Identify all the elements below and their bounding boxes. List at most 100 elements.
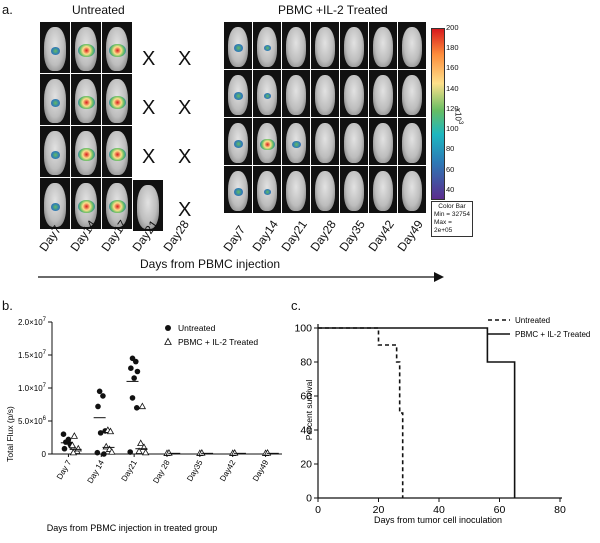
mouse-image (40, 178, 70, 229)
mouse-image (224, 118, 252, 165)
legend-treated-label: PBMC + IL-2 Treated (515, 330, 590, 339)
mouse-image (369, 22, 397, 69)
mouse-image (311, 118, 339, 165)
mouse-image (398, 166, 426, 213)
untreated-survival-line (318, 327, 404, 498)
y-tick-label: 2.0×107 (18, 317, 47, 327)
mouse-image (311, 166, 339, 213)
mouse-image (253, 166, 281, 213)
untreated-point (97, 430, 104, 436)
untreated-point (95, 403, 101, 410)
mouse-image (40, 126, 70, 177)
treated-point (165, 448, 173, 456)
y-tick-label: 80 (300, 357, 312, 369)
day-label: Day49 (394, 217, 426, 254)
mouse-image (71, 126, 101, 177)
x-tick-label: Day42 (218, 458, 238, 483)
mouse-image (224, 22, 252, 69)
x-mark: X (142, 97, 156, 119)
mouse-image (398, 118, 426, 165)
treated-point (69, 448, 78, 456)
y-tick-label: 0 (306, 493, 312, 505)
legend-untreated-label: Untreated (515, 316, 550, 325)
legend-untreated-marker (165, 325, 171, 331)
y-tick-label: 40 (300, 425, 312, 437)
x-mark: X (178, 146, 192, 168)
untreated-point (100, 393, 106, 399)
colorbar-tick-label: 200 (446, 23, 459, 32)
day-label: Day28 (160, 217, 192, 254)
panel-a-label: a. (2, 2, 13, 17)
mouse-image (311, 22, 339, 69)
y-axis-label: Percent survival (304, 380, 314, 441)
x-mark: X (178, 97, 192, 119)
x-tick-label: 60 (494, 504, 506, 516)
day-label: Day7 (220, 223, 249, 254)
colorbar-tick-label: 100 (446, 124, 459, 134)
mouse-image (398, 22, 426, 69)
mouse-image (71, 178, 101, 229)
x-tick-label: 20 (373, 504, 385, 516)
x-axis-label: Days from tumor cell inoculation (374, 515, 502, 525)
untreated-point (128, 365, 134, 371)
mouse-image (253, 118, 281, 165)
mouse-image (224, 70, 252, 117)
untreated-point (61, 445, 68, 452)
untreated-point (134, 368, 141, 375)
color-bar (431, 28, 445, 200)
x-tick-label: 80 (554, 504, 566, 516)
mouse-image (71, 22, 101, 73)
mouse-image (224, 166, 252, 213)
day-label: Day42 (365, 217, 397, 254)
untreated-point (133, 405, 140, 411)
y-tick-label: 60 (300, 391, 312, 403)
treated-point (137, 439, 145, 447)
panel-c-label: c. (291, 298, 302, 313)
mouse-image (253, 22, 281, 69)
colorbar-tick-label: 40 (446, 184, 455, 194)
mouse-image (40, 22, 70, 73)
mouse-image (282, 118, 310, 165)
treated-point (263, 448, 272, 456)
mouse-image (102, 126, 132, 177)
mouse-image (398, 70, 426, 117)
mouse-image (253, 70, 281, 117)
mouse-image (369, 166, 397, 213)
x-mark: X (178, 199, 192, 221)
y-tick-label: 5.0×106 (18, 416, 47, 426)
treated-point (231, 448, 239, 456)
colorbar-legend-title: Color Bar (438, 203, 466, 210)
untreated-point (65, 436, 72, 443)
mouse-image (102, 22, 132, 73)
mouse-image (282, 22, 310, 69)
colorbar-tick-label: 140 (446, 83, 459, 93)
mouse-image (311, 70, 339, 117)
mouse-image (102, 178, 132, 229)
untreated-point (94, 449, 101, 456)
day-label: Day21 (278, 217, 310, 254)
mouse-image (369, 70, 397, 117)
y-tick-label: 1.0×107 (18, 383, 47, 393)
treated-mouse-image-grid (224, 22, 427, 214)
colorbar-tick-label: 60 (446, 164, 455, 174)
untreated-point (129, 395, 136, 401)
y-tick-label: 1.5×107 (18, 350, 47, 360)
x-mark: X (178, 48, 192, 70)
colorbar-tick-label: 180 (446, 43, 459, 53)
treated-point (138, 402, 147, 410)
y-tick-label: 0 (42, 450, 47, 459)
untreated-point (101, 451, 107, 457)
day-label: Day14 (249, 217, 281, 254)
x-mark: X (142, 146, 156, 168)
mouse-image (133, 180, 163, 231)
flux-scatter-chart: Total Flux (p/s) Days from PBMC injectio… (5, 317, 282, 533)
x-mark: X (142, 48, 156, 70)
untreated-point (132, 358, 139, 365)
treated-point (108, 447, 116, 455)
x-tick-label: Day 14 (86, 458, 107, 485)
mouse-image (369, 118, 397, 165)
mouse-image (340, 70, 368, 117)
mouse-image (282, 166, 310, 213)
colorbar-tick-label: 80 (446, 144, 455, 154)
treated-point (106, 427, 115, 435)
